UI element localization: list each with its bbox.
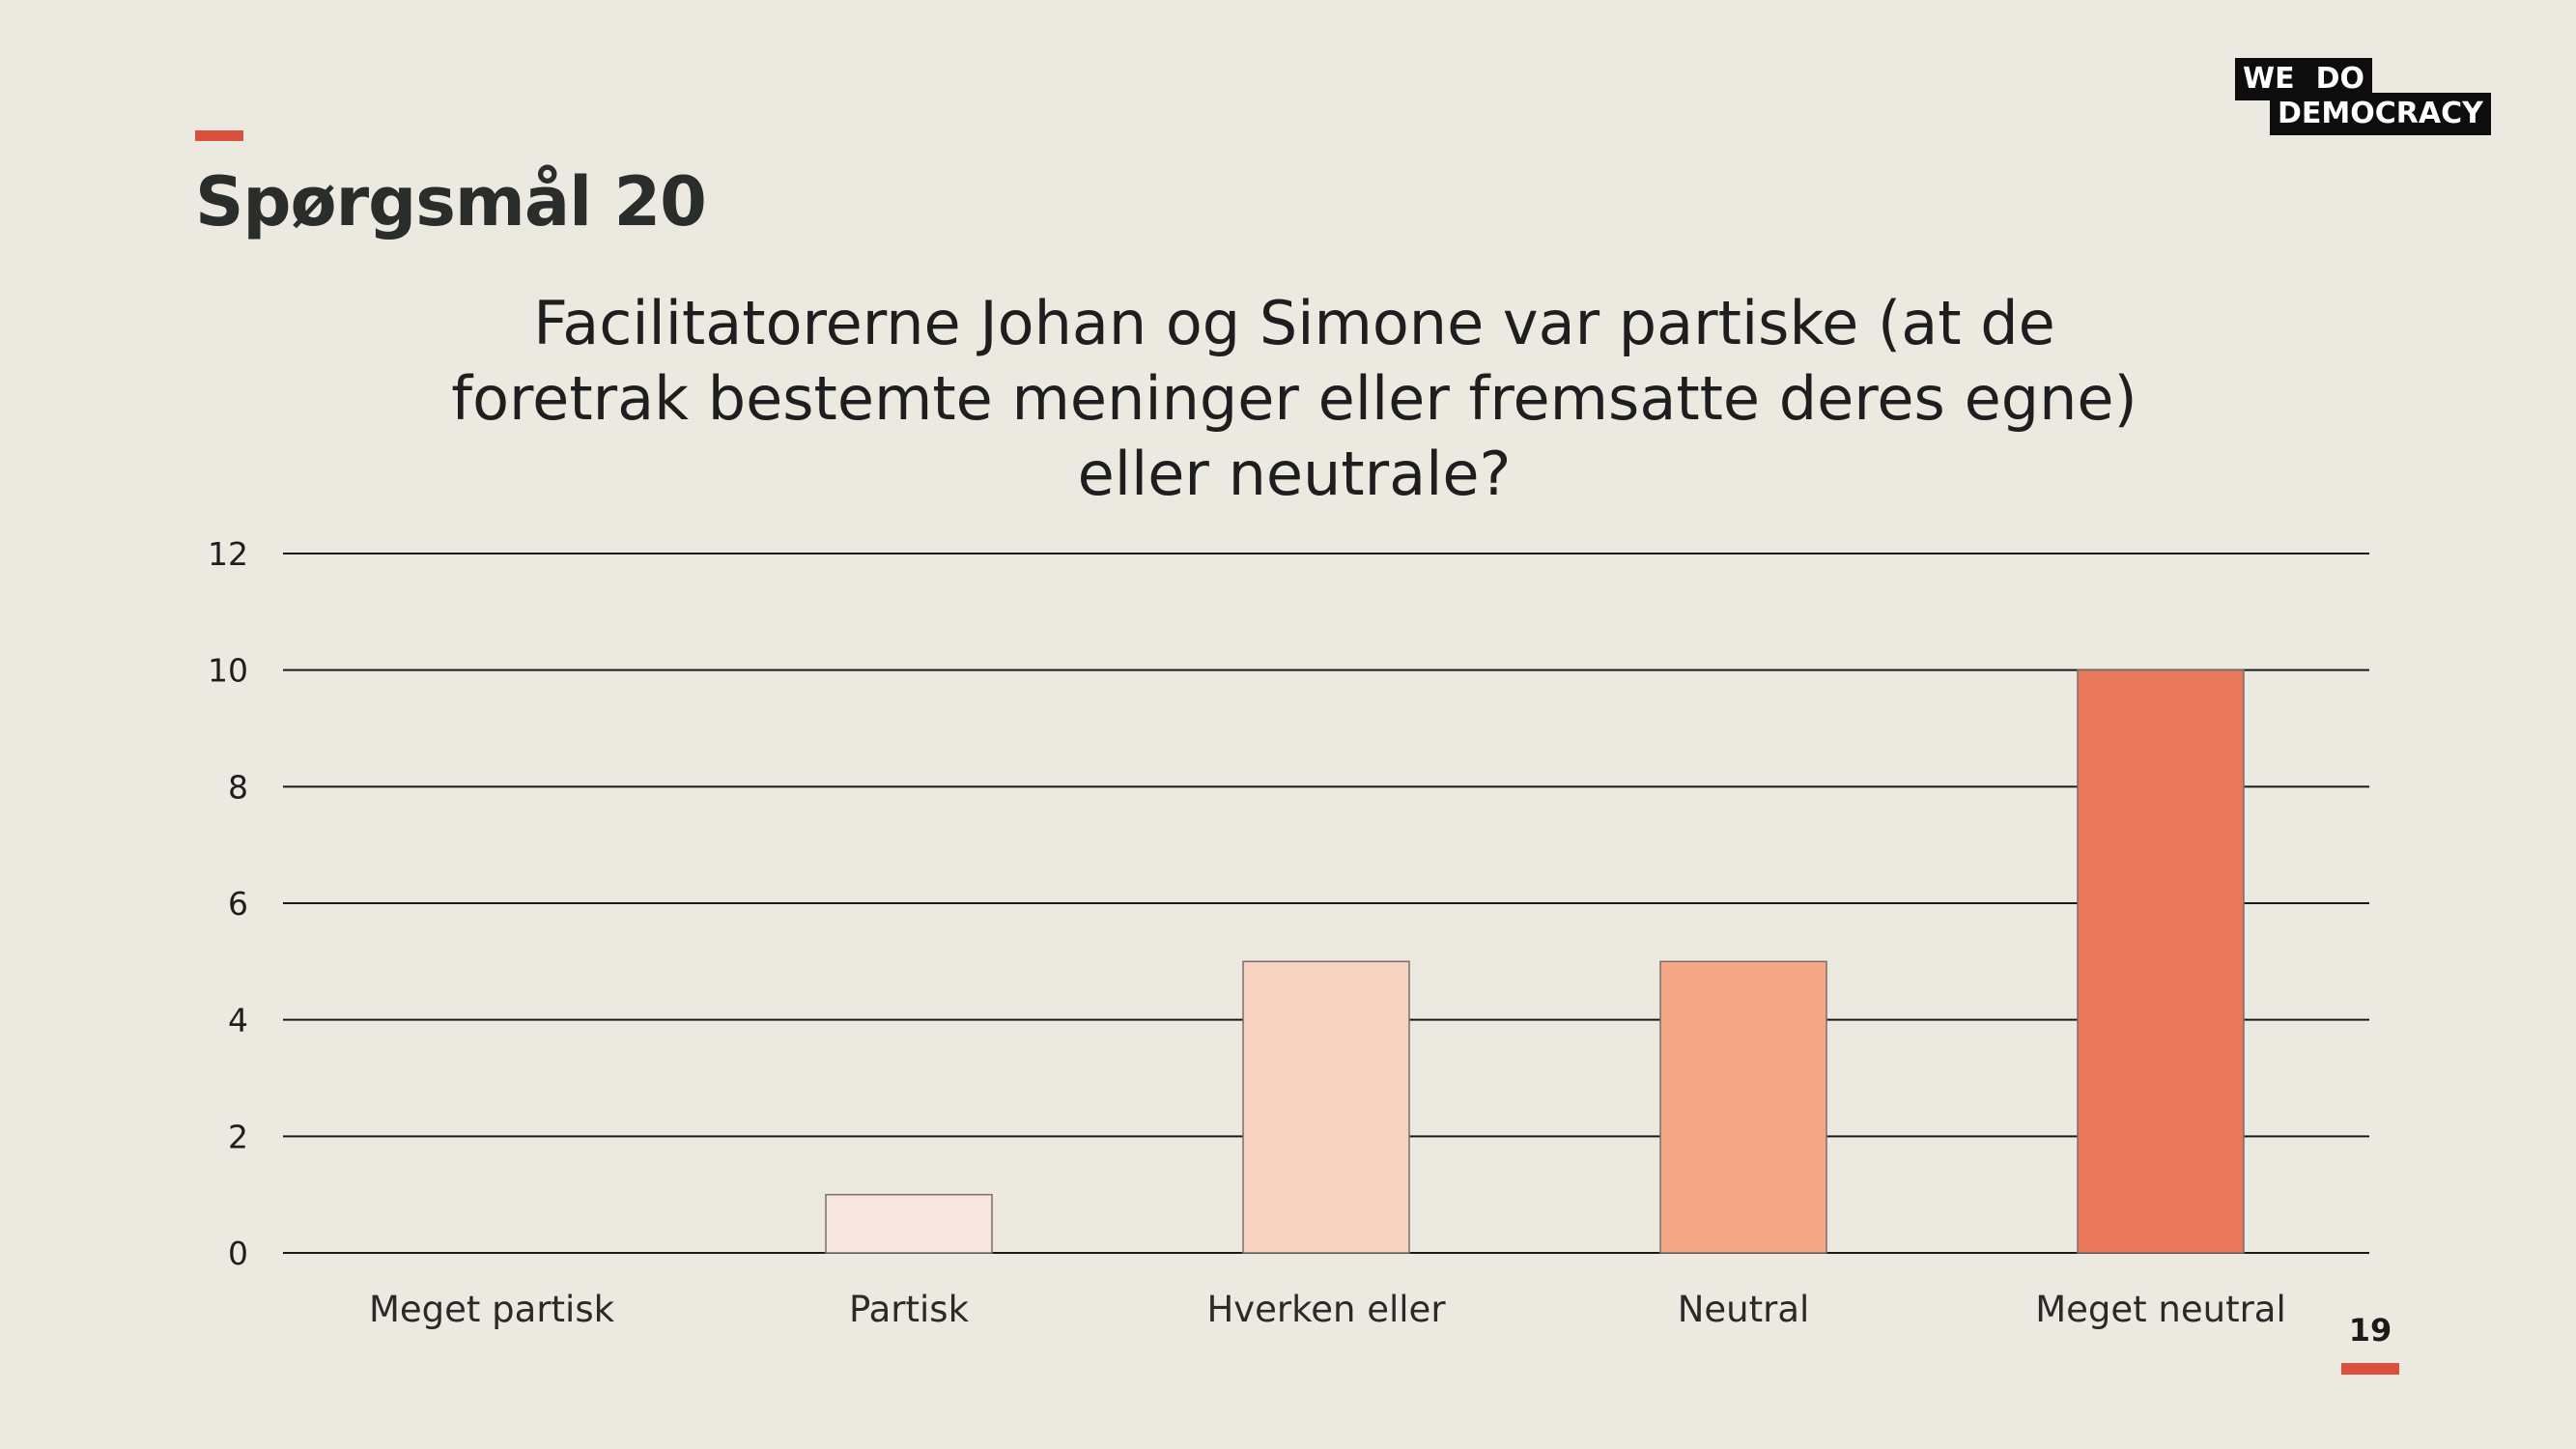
bar-meget-neutral: [2077, 668, 2245, 1254]
accent-bar-top: [195, 130, 243, 141]
chart-title-line-1: Facilitatorerne Johan og Simone var part…: [533, 288, 2055, 358]
chart-title: Facilitatorerne Johan og Simone var part…: [406, 286, 2183, 512]
y-tick-label: 12: [208, 535, 248, 573]
y-tick-label: 0: [228, 1235, 248, 1272]
logo-word-do: DO: [2315, 62, 2364, 96]
y-tick-label: 10: [208, 652, 248, 690]
bar-layer: [825, 668, 2245, 1254]
y-tick-label: 2: [228, 1118, 248, 1155]
x-tick-label: Partisk: [849, 1289, 970, 1330]
y-tick-label: 4: [228, 1002, 248, 1039]
bar-partisk: [825, 1193, 993, 1254]
x-axis-ticks: Meget partisk Partisk Hverken eller Neutral…: [369, 1289, 2286, 1330]
y-axis-ticks: 0 2 4 6 8 10 12: [208, 535, 248, 1272]
x-tick-label: Meget neutral: [2035, 1289, 2286, 1330]
logo-line-2: DEMOCRACY: [2270, 93, 2491, 135]
y-tick-label: 6: [228, 885, 248, 923]
bar-neutral: [1659, 960, 1827, 1254]
logo-word-we: WE: [2243, 62, 2295, 96]
x-tick-label: Hverken eller: [1206, 1289, 1446, 1330]
we-do-democracy-logo: WE DO DEMOCRACY: [2235, 58, 2500, 137]
page-number: 19: [2348, 1312, 2392, 1349]
chart-title-line-3: eller neutrale?: [1077, 439, 1512, 509]
x-tick-label: Neutral: [1678, 1289, 1810, 1330]
slide-heading: Spørgsmål 20: [195, 162, 707, 242]
y-tick-label: 8: [228, 768, 248, 806]
bar-hverken-eller: [1242, 960, 1410, 1254]
x-tick-label: Meget partisk: [369, 1289, 615, 1330]
accent-bar-bottom: [2341, 1363, 2399, 1375]
chart-title-line-2: foretrak bestemte meninger eller fremsat…: [451, 363, 2137, 434]
